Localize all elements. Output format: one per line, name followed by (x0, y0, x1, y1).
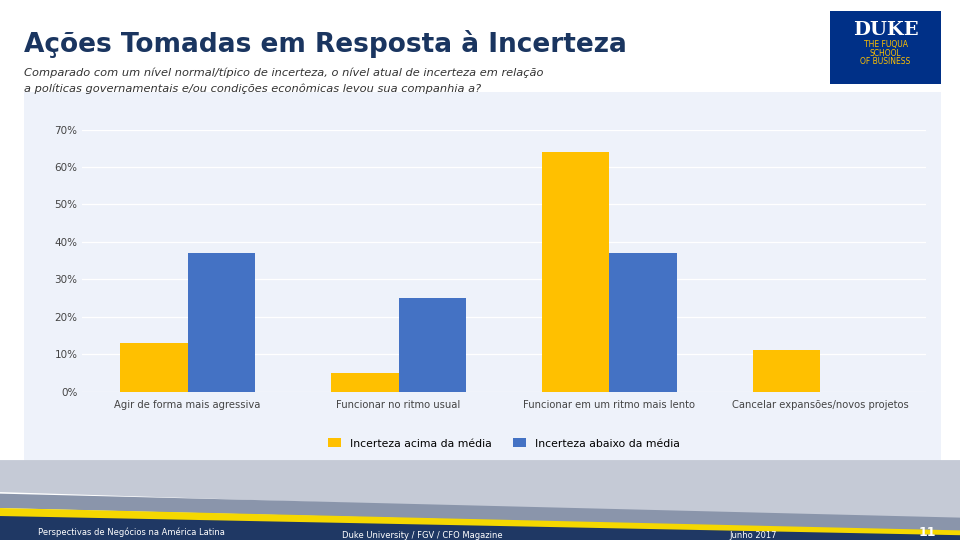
Text: DUKE: DUKE (852, 21, 919, 39)
Bar (753, 350, 821, 392)
Bar (187, 253, 255, 392)
Text: Ações Tomadas em Resposta à Incerteza: Ações Tomadas em Resposta à Incerteza (24, 30, 627, 58)
Text: OF BUSINESS: OF BUSINESS (860, 57, 911, 66)
Legend: Incerteza acima da média, Incerteza abaixo da média: Incerteza acima da média, Incerteza abai… (324, 434, 684, 453)
Text: 11: 11 (919, 525, 936, 538)
Text: THE FUQUA: THE FUQUA (864, 40, 907, 49)
Text: Duke University / FGV / CFO Magazine: Duke University / FGV / CFO Magazine (342, 531, 503, 539)
Polygon shape (0, 460, 960, 522)
Text: SCHOOL: SCHOOL (870, 49, 901, 58)
Text: Comparado com um nível normal/típico de incerteza, o nível atual de incerteza em: Comparado com um nível normal/típico de … (24, 68, 543, 78)
Text: Junho 2017: Junho 2017 (730, 531, 777, 539)
Polygon shape (0, 516, 960, 540)
Text: a políticas governamentais e/ou condições econômicas levou sua companhia a?: a políticas governamentais e/ou condiçõe… (24, 84, 481, 94)
Text: Perspectivas de Negócios na América Latina: Perspectivas de Negócios na América Lati… (38, 527, 226, 537)
Polygon shape (0, 508, 960, 538)
Polygon shape (0, 494, 960, 532)
Bar (542, 152, 610, 392)
Bar (331, 373, 398, 392)
Bar (120, 343, 187, 391)
Bar (610, 253, 677, 392)
FancyBboxPatch shape (11, 86, 954, 467)
FancyBboxPatch shape (830, 11, 941, 84)
Bar (398, 298, 466, 392)
